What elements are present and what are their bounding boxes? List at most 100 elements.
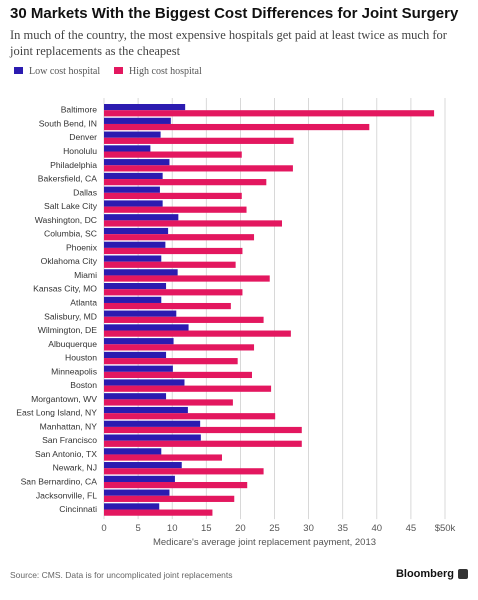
bar-low-cost [104,420,201,427]
bar-chart: 0 5 10 15 20 25 30 35 40 45 $50k Medicare's average… [16,98,456,548]
bar-high-cost [104,179,267,186]
bar-low-cost [104,324,189,331]
bar-high-cost [104,137,294,144]
bar-low-cost [104,475,175,482]
bar-low-cost [104,104,186,111]
legend-label-high: High cost hospital [129,66,202,77]
bar-low-cost [104,310,177,317]
category-label: Miami [74,270,97,280]
category-label: Bakersfield, CA [38,174,97,184]
bar-high-cost [104,426,302,434]
category-label: Oklahoma City [41,256,98,266]
bar-high-cost [104,220,283,227]
source-note: Source: CMS. Data is for uncomplicated j… [10,570,233,580]
bar-low-cost [104,117,171,124]
chart-title: 30 Markets With the Biggest Cost Differe… [10,5,459,22]
category-label: Atlanta [70,297,97,307]
bar-high-cost [104,454,222,461]
bar-low-cost [104,365,173,372]
category-label: Manhattan, NY [40,421,98,431]
bar-low-cost [104,255,162,262]
category-label: Cincinnati [59,504,97,514]
bar-high-cost [104,192,242,200]
x-tick-label: 5 [135,523,140,534]
category-label: San Antonio, TX [35,449,97,459]
x-tick-label: $50k [435,523,456,534]
legend-label-low: Low cost hospital [29,66,101,77]
bar-low-cost [104,200,163,207]
category-label: South Bend, IN [39,118,97,128]
x-tick-label: 45 [406,523,417,534]
category-label: Kansas City, MO [33,284,97,294]
legend-swatch-low [14,67,23,74]
category-label: Columbia, SC [44,229,97,239]
category-label: Houston [65,353,97,363]
category-label: Dallas [73,187,97,197]
bar-high-cost [104,302,231,310]
category-label: Denver [69,132,97,142]
category-label: Salisbury, MD [44,311,97,321]
category-label: Minneapolis [51,366,97,376]
bar-low-cost [104,393,167,400]
bar-low-cost [104,145,151,152]
bar-high-cost [104,247,243,255]
bar-high-cost [104,371,252,379]
category-label: Newark, NJ [53,463,97,473]
bar-high-cost [104,275,270,282]
category-label: Morgantown, WV [31,394,97,404]
bar-low-cost [104,462,182,469]
bar-high-cost [104,123,370,131]
category-label: Salt Lake City [44,201,98,211]
category-label: Washington, DC [35,215,97,225]
bar-low-cost [104,131,161,138]
bar-high-cost [104,344,255,351]
bar-low-cost [104,489,170,496]
bar-low-cost [104,214,179,221]
bar-low-cost [104,406,188,414]
category-label: Phoenix [66,242,98,252]
category-label: San Bernardino, CA [21,476,98,486]
category-label: Albuquerque [48,339,97,349]
bar-high-cost [104,399,233,406]
category-label: Boston [70,380,97,390]
x-tick-label: 35 [337,523,348,534]
bar-high-cost [104,261,236,268]
bar-high-cost [104,151,242,158]
bar-high-cost [104,316,264,323]
bar-high-cost [104,330,291,337]
bar-low-cost [104,186,160,193]
bar-high-cost [104,509,213,516]
category-label: Jacksonville, FL [36,490,97,500]
bar-high-cost [104,358,238,365]
bar-low-cost [104,283,167,290]
bar-high-cost [104,495,235,502]
bar-high-cost [104,165,293,172]
brand-name: Bloomberg [395,568,454,580]
bar-low-cost [104,379,185,386]
x-tick-label: 0 [101,523,106,534]
legend-item-high: High cost hospital [114,66,202,77]
x-tick-label: 20 [235,523,246,534]
x-axis-label: Medicare's average joint replacement pay… [153,537,376,548]
bar-high-cost [104,440,302,447]
brand-logo: Bloomberg [396,568,468,580]
bar-low-cost [104,159,170,166]
bar-high-cost [104,206,247,213]
bar-low-cost [104,296,162,303]
bar-high-cost [104,110,435,117]
bar-high-cost [104,234,255,241]
x-tick-label: 40 [372,523,383,534]
bar-low-cost [104,351,167,359]
category-label: Baltimore [61,105,98,115]
bar-high-cost [104,385,272,392]
bar-high-cost [104,468,264,475]
category-label: Wilmington, DE [38,325,97,335]
x-tick-label: 25 [269,523,280,534]
legend-item-low: Low cost hospital [14,66,100,77]
bar-low-cost [104,434,201,441]
category-label: San Francisco [42,435,97,445]
bar-low-cost [104,448,162,455]
chart-subtitle: In much of the country, the most expensi… [10,28,447,58]
category-label: Honolulu [63,146,97,156]
bar-high-cost [104,289,243,296]
